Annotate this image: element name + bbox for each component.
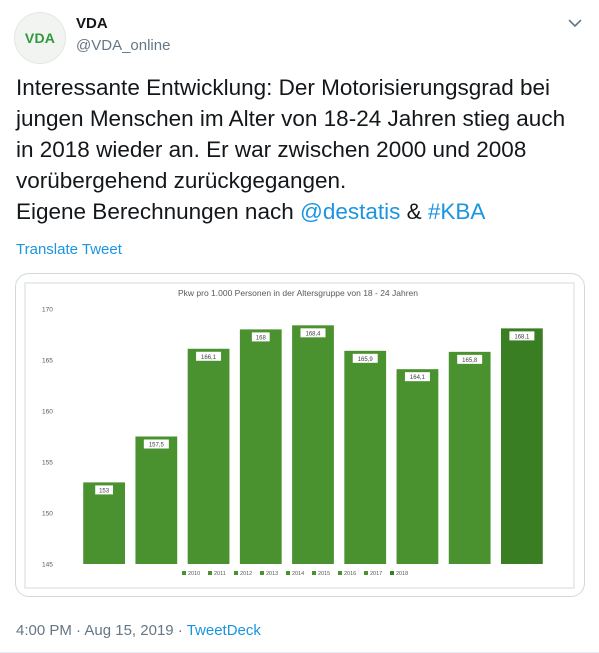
bar-2015 (344, 350, 387, 564)
legend-swatch (260, 571, 264, 575)
tweet-date[interactable]: Aug 15, 2019 (84, 622, 174, 639)
tweet-text-line: Eigene Berechnungen nach @destatis & #KB… (16, 196, 576, 227)
bar-2014 (292, 325, 334, 564)
legend-entry: 2012 (240, 571, 252, 577)
tweet-text-line: in 2018 wieder an. Er war zwischen 2000 … (16, 137, 527, 162)
hashtag-link[interactable]: #KBA (427, 199, 486, 224)
tweet-source-link[interactable]: TweetDeck (186, 622, 261, 639)
bar-2016 (396, 369, 439, 564)
legend-swatch (338, 571, 342, 575)
chevron-down-icon[interactable] (566, 14, 584, 32)
tweet-text-line: vorübergehend zurückgegangen. (16, 168, 347, 193)
data-label: 166,1 (201, 355, 217, 361)
bar-2010 (83, 482, 125, 564)
bar-2013 (239, 329, 282, 564)
data-label-box (457, 354, 483, 364)
legend-entry: 2010 (188, 571, 200, 577)
data-label-box (251, 332, 270, 342)
translate-tweet-link[interactable]: Translate Tweet (16, 241, 122, 258)
data-label-box (95, 485, 114, 495)
tweet-text-line: jungen Menschen im Alter von 18-24 Jahre… (16, 106, 566, 131)
data-label: 165,9 (358, 357, 374, 363)
legend-swatch (312, 571, 316, 575)
bar-2011 (135, 436, 178, 564)
data-label: 164,1 (410, 375, 426, 381)
legend-swatch (208, 571, 212, 575)
legend-entry: 2014 (292, 571, 304, 577)
chart-title: Pkw pro 1.000 Personen in der Altersgrup… (178, 288, 418, 298)
legend-swatch (286, 571, 290, 575)
data-label-box (509, 331, 535, 341)
data-label: 168,1 (514, 334, 530, 340)
y-tick-label: 160 (42, 409, 53, 416)
bar-2017 (448, 351, 491, 564)
data-label-box (404, 372, 430, 382)
legend-entry: 2016 (344, 571, 356, 577)
user-handle[interactable]: @VDA_online (76, 37, 171, 54)
data-label-box (300, 328, 326, 338)
mention-link[interactable]: @destatis (299, 199, 401, 224)
y-tick-label: 155 (42, 460, 53, 467)
display-name[interactable]: VDA (76, 15, 108, 32)
legend-entry: 2013 (266, 571, 278, 577)
y-tick-label: 145 (42, 562, 53, 569)
legend-swatch (234, 571, 238, 575)
legend-swatch (390, 571, 394, 575)
bar-2012 (187, 348, 230, 564)
meta-separator: · (173, 622, 187, 639)
avatar-logo-text: VDA (24, 30, 56, 46)
bar-chart: Pkw pro 1.000 Personen in der Altersgrup… (24, 282, 575, 589)
text-prefix: Eigene Berechnungen nach (16, 199, 300, 224)
tweet-text: Interessante Entwicklung: Der Motorisier… (16, 72, 576, 227)
data-label-box (143, 439, 169, 449)
data-label: 168 (256, 335, 267, 341)
y-tick-label: 150 (42, 511, 53, 518)
data-label: 168,4 (305, 331, 321, 337)
chart-image[interactable]: Pkw pro 1.000 Personen in der Altersgrup… (15, 273, 585, 597)
legend-swatch (364, 571, 368, 575)
avatar[interactable]: VDA (14, 12, 66, 64)
data-label-box (352, 353, 378, 363)
legend-entry: 2018 (396, 571, 408, 577)
legend-entry: 2011 (214, 571, 226, 577)
data-label: 153 (99, 488, 110, 494)
meta-separator: · (71, 622, 85, 639)
legend-entry: 2017 (370, 571, 382, 577)
tweet-text-line: Interessante Entwicklung: Der Motorisier… (16, 75, 551, 100)
data-label: 165,8 (462, 358, 478, 364)
y-tick-label: 165 (42, 358, 53, 365)
y-tick-label: 170 (42, 307, 53, 314)
data-label-box (196, 351, 222, 361)
legend-swatch (182, 571, 186, 575)
legend-entry: 2015 (318, 571, 330, 577)
tweet-meta: 4:00 PM · Aug 15, 2019 · TweetDeck (16, 622, 261, 639)
tweet-time[interactable]: 4:00 PM (16, 622, 72, 639)
data-label: 157,5 (149, 443, 165, 449)
ampersand: & (400, 199, 428, 224)
bar-2018 (501, 328, 543, 564)
